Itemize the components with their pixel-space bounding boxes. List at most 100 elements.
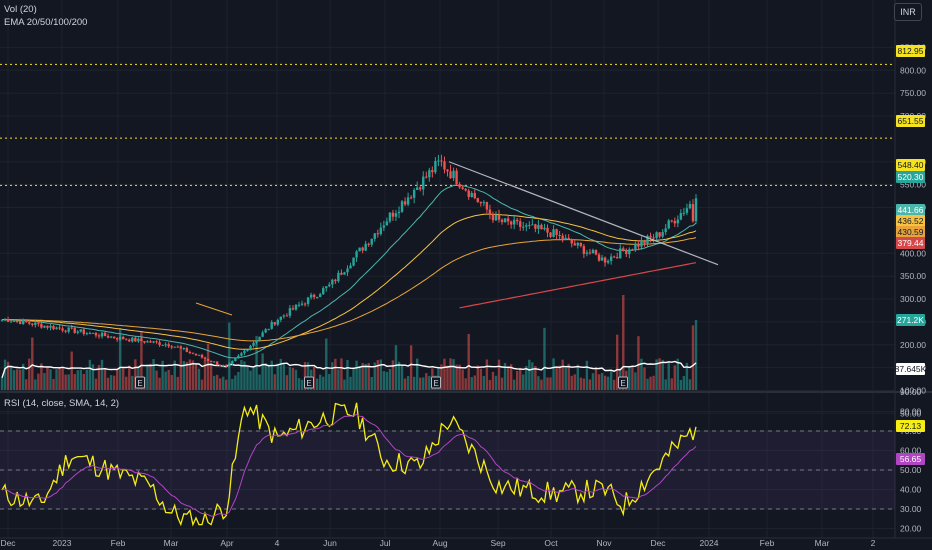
candle-body: [361, 247, 364, 251]
volume-bar: [664, 379, 667, 390]
candle-body: [112, 336, 116, 339]
volume-bar: [522, 374, 525, 390]
candle-body: [173, 346, 176, 348]
price-tag-0: 812.95: [896, 45, 925, 57]
candle-body: [670, 220, 673, 222]
candle-body: [170, 346, 173, 348]
volume-bar: [276, 363, 279, 390]
candle-body: [322, 288, 325, 295]
price-axis-label: 50.00: [900, 408, 922, 418]
volume-bar: [361, 362, 364, 390]
volume-bar: [9, 366, 13, 390]
candle-body: [531, 224, 534, 226]
volume-bar: [400, 364, 404, 390]
volume-bar: [461, 369, 464, 390]
candle-body: [219, 364, 222, 366]
price-tag-0-bg: [896, 45, 925, 57]
candle-body: [258, 336, 261, 341]
volume-bar: [282, 363, 286, 390]
earnings-marker-box: [431, 376, 441, 389]
candle-body: [552, 229, 555, 237]
price-axis-label: 100.00: [900, 386, 926, 396]
candle-body: [349, 265, 352, 269]
candle-body: [22, 320, 25, 325]
candle-body: [673, 220, 676, 224]
candle-body: [600, 257, 604, 261]
ema-legend[interactable]: EMA 20/50/100/200: [4, 17, 88, 28]
volume-bar: [528, 359, 531, 390]
volume-bar: [661, 359, 664, 390]
volume-bar: [422, 377, 425, 390]
volume-bar: [588, 379, 592, 390]
volume-bar: [367, 362, 370, 390]
candle-body: [58, 327, 61, 329]
volume-bar: [555, 366, 558, 390]
volume-bar: [631, 365, 634, 390]
volume-bar: [40, 363, 43, 390]
rsi-legend[interactable]: RSI (14, close, SMA, 14, 2): [4, 398, 120, 409]
time-axis[interactable]: Dec 2023 Feb Mar Apr 4 Jun Jul Aug Sep Oct Nov Dec 20…: [0, 538, 875, 548]
time-axis-label: Jun: [323, 538, 337, 548]
candle-body: [528, 224, 531, 226]
candle-body: [276, 319, 279, 325]
volume-bar: [658, 358, 661, 390]
volume-bar: [546, 377, 549, 390]
candle-body: [55, 327, 58, 330]
candle-body: [67, 327, 70, 332]
candle-body: [12, 320, 16, 322]
volume-legend[interactable]: Vol (20): [4, 4, 37, 15]
rsi-last-tag-text: 72.13: [900, 421, 922, 431]
candle-body: [182, 348, 186, 350]
candle-body: [325, 286, 328, 289]
volume-bar: [161, 360, 164, 390]
candle-body: [467, 190, 470, 197]
rsi-axis-label: 60.00: [900, 446, 922, 456]
price-axis-label: 300.00: [900, 294, 926, 304]
candle-body: [215, 361, 219, 365]
candle-body: [588, 252, 592, 254]
candle-body: [337, 272, 340, 282]
volume-bar: [140, 331, 143, 390]
trendline[interactable]: [195, 161, 719, 316]
rsi-lines: [1, 402, 697, 527]
time-axis-label: Dec: [0, 538, 16, 548]
volume-bar: [443, 358, 446, 390]
candle-body: [222, 365, 225, 367]
candle-body: [18, 321, 22, 325]
volume-bar: [376, 360, 379, 390]
price-tag-4-bg: [896, 204, 925, 216]
candle-body: [491, 213, 495, 221]
volume-bar: [616, 334, 619, 390]
ema200-line: [459, 262, 697, 309]
price-tag-2: 548.40: [896, 159, 925, 171]
rsi-ma-tag-bg: [896, 453, 925, 465]
price-tag-3-bg: [896, 171, 925, 183]
candle-body: [106, 336, 110, 338]
candle-body: [125, 339, 128, 341]
volume-bar: [452, 359, 455, 390]
volume-bar: [176, 376, 179, 390]
candle-body: [609, 256, 613, 261]
volume-bar: [255, 335, 258, 390]
volume-bar: [349, 376, 352, 390]
candle-body: [246, 350, 249, 352]
candle-body: [525, 225, 528, 227]
volume-bar: [364, 363, 367, 390]
candle-body: [455, 170, 458, 185]
volume-bar: [15, 369, 19, 390]
volume-bar: [612, 379, 616, 390]
candle-body: [367, 243, 370, 245]
candle-body: [131, 337, 134, 342]
candle-body: [61, 328, 64, 331]
ema-lines: [2, 184, 697, 359]
candle-body: [312, 294, 316, 298]
candle-body: [340, 272, 343, 275]
volume-bar: [415, 358, 419, 390]
volume-bar: [370, 377, 373, 390]
currency-button[interactable]: INR: [894, 3, 922, 21]
candle-body: [143, 341, 146, 343]
volume-bar: [679, 379, 683, 390]
candle-body: [373, 233, 376, 239]
volume-bar: [649, 376, 652, 390]
